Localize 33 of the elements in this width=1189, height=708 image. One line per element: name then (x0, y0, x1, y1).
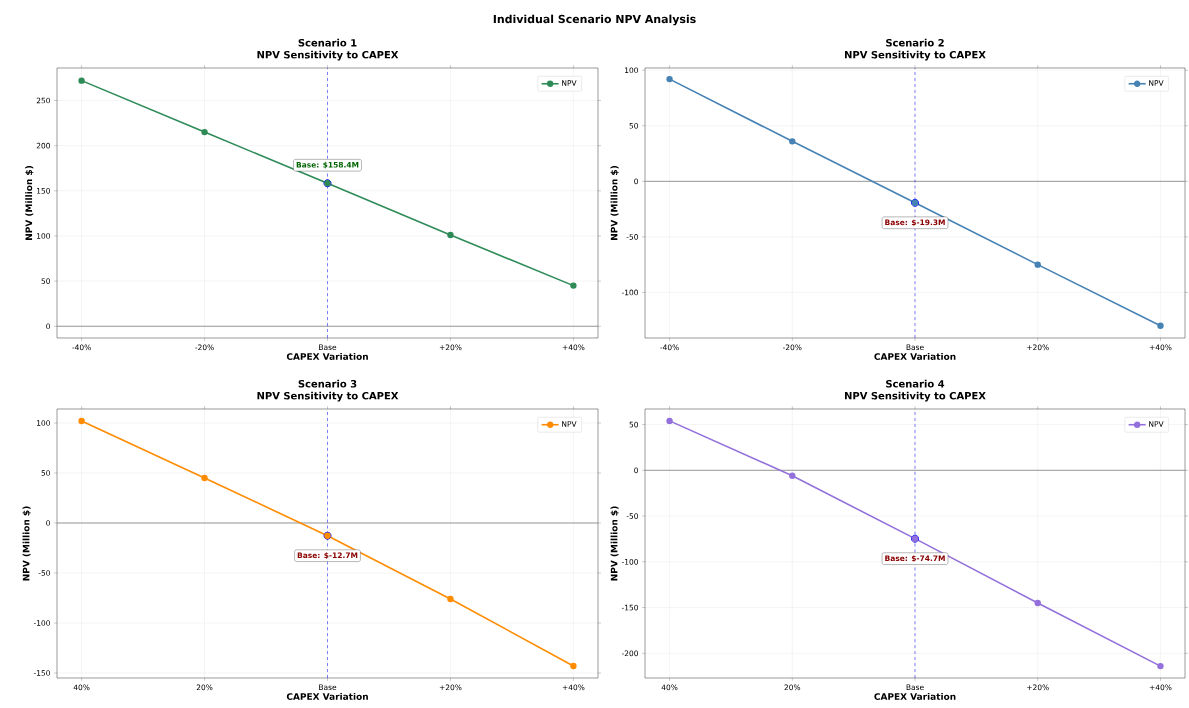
x-axis-title: CAPEX Variation (874, 693, 956, 700)
x-axis-title: CAPEX Variation (286, 693, 368, 700)
chart-title: Scenario 2 (886, 38, 944, 47)
point (666, 417, 673, 425)
chart-title: Scenario 4 (886, 379, 945, 388)
chart-title: Scenario 3 (298, 379, 357, 388)
point (666, 75, 673, 83)
chart-title: Scenario 1 (298, 38, 357, 47)
point (570, 662, 577, 670)
point (570, 282, 577, 289)
chart-subtitle: NPV Sensitivity to CAPEX (257, 50, 399, 61)
point (1034, 261, 1041, 268)
point (447, 231, 454, 239)
point (1157, 322, 1164, 329)
point (201, 474, 208, 482)
point (78, 417, 85, 425)
text: Individual Scenario NPV Analysis (493, 14, 696, 26)
y-axis-title: NPV (Million $) (610, 506, 619, 581)
point (78, 77, 85, 84)
point (447, 595, 454, 603)
point (1034, 599, 1041, 607)
chart-subtitle: NPV Sensitivity to CAPEX (257, 391, 399, 402)
point (201, 128, 208, 136)
y-axis-title: NPV (Million $) (610, 166, 619, 240)
chart-subtitle: NPV Sensitivity to CAPEX (844, 391, 986, 402)
point (789, 472, 796, 479)
chart-subtitle: NPV Sensitivity to CAPEX (844, 50, 986, 61)
point (1157, 662, 1164, 670)
x-axis-title: CAPEX Variation (874, 353, 956, 360)
y-axis-title: NPV (Million $) (25, 166, 34, 240)
x-axis-title: CAPEX Variation (286, 353, 368, 360)
y-axis-title: NPV (Million $) (22, 506, 31, 581)
point (789, 138, 796, 145)
